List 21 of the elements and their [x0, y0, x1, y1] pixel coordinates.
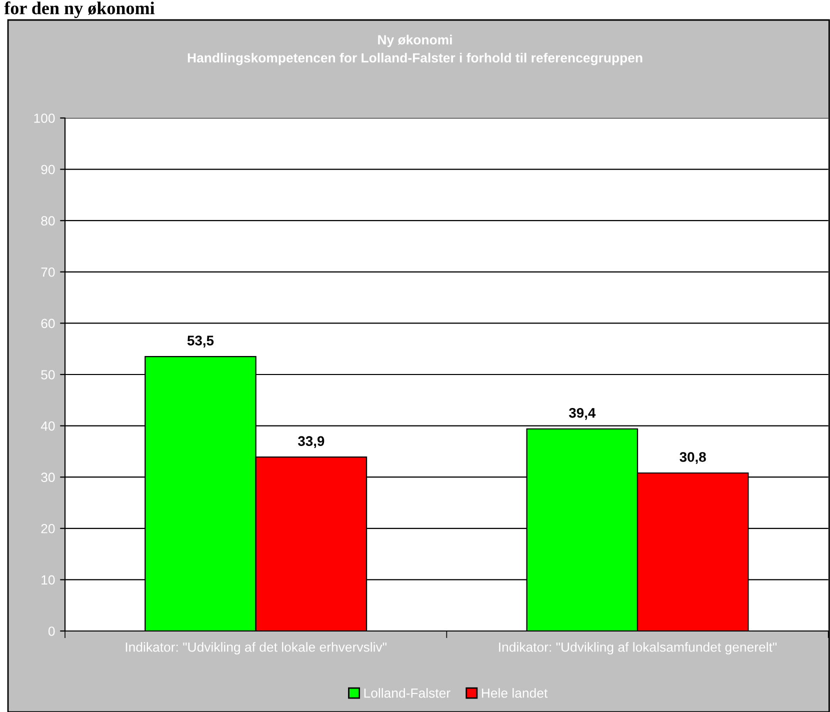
- x-tick-label: Indikator: "Udvikling af lokalsamfundet generelt": [499, 642, 777, 654]
- y-tick-label: 0: [48, 626, 55, 636]
- y-tick-label: 90: [41, 164, 55, 174]
- data-label: 53,5: [187, 336, 214, 348]
- y-tick-label: 60: [41, 318, 55, 328]
- y-tick-label: 20: [41, 524, 55, 534]
- legend-label: Hele landet: [482, 688, 548, 698]
- y-tick-label: 100: [34, 114, 55, 123]
- y-tick-label: 10: [42, 575, 55, 585]
- data-label: 33,9: [298, 436, 324, 448]
- y-tick-label: 70: [41, 267, 55, 277]
- legend-label: Lolland-Falster: [364, 688, 450, 698]
- y-tick-label: 80: [41, 216, 55, 226]
- y-tick-label: 50: [41, 370, 55, 380]
- y-tick-label: 30: [41, 472, 55, 482]
- data-label: 30,8: [680, 452, 706, 464]
- data-label: 39,4: [568, 408, 596, 420]
- x-tick-label: Indikator: "Udvikling af det lokale erhvervsliv": [126, 642, 386, 654]
- text: for den ny økonomi: [4, 1, 155, 18]
- chart-title: Ny økonomi Handlingskompetencen for Lolland-Falster i forhold til referencegruppen: [188, 34, 642, 66]
- y-tick-label: 40: [40, 421, 55, 431]
